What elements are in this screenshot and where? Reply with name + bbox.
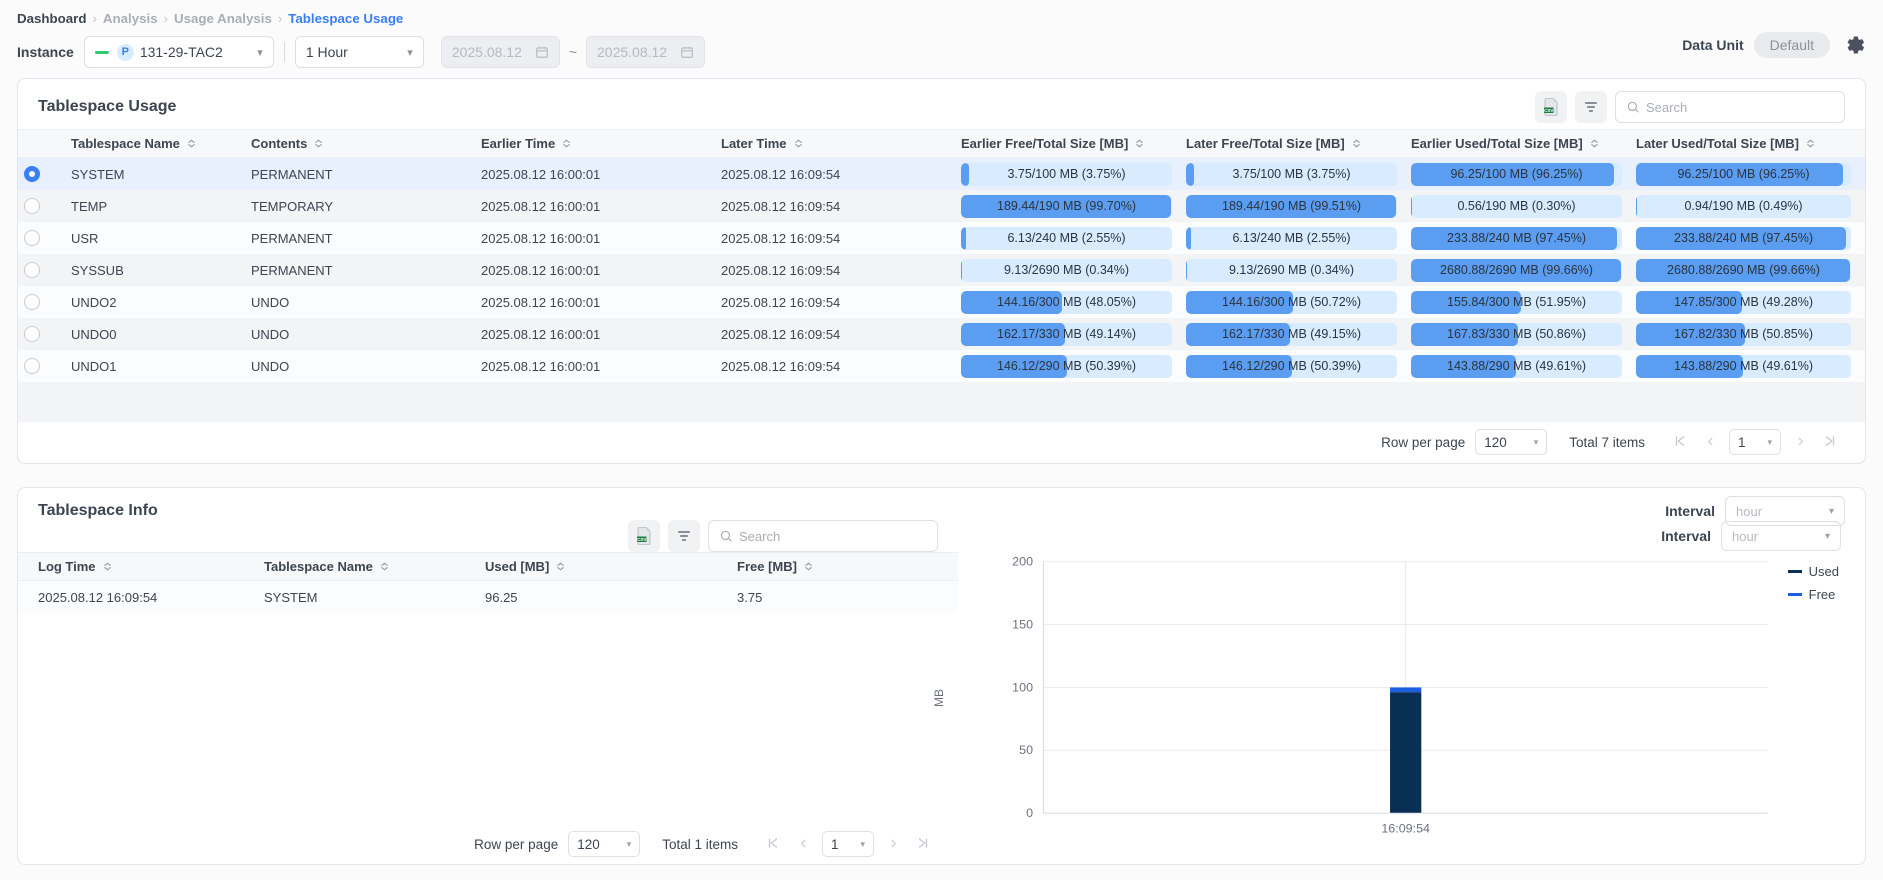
svg-text:200: 200 (1012, 555, 1033, 568)
svg-text:150: 150 (1012, 618, 1033, 631)
svg-text:0: 0 (1026, 807, 1033, 820)
svg-text:16:09:54: 16:09:54 (1381, 822, 1430, 835)
svg-text:CSV: CSV (637, 537, 646, 542)
svg-text:50: 50 (1019, 744, 1033, 757)
svg-text:100: 100 (1012, 681, 1033, 694)
svg-text:CSV: CSV (1544, 108, 1553, 113)
